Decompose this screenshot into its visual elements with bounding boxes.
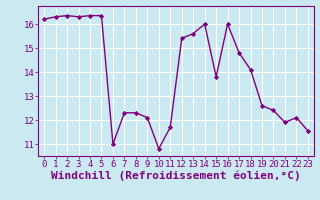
X-axis label: Windchill (Refroidissement éolien,°C): Windchill (Refroidissement éolien,°C): [51, 171, 301, 181]
